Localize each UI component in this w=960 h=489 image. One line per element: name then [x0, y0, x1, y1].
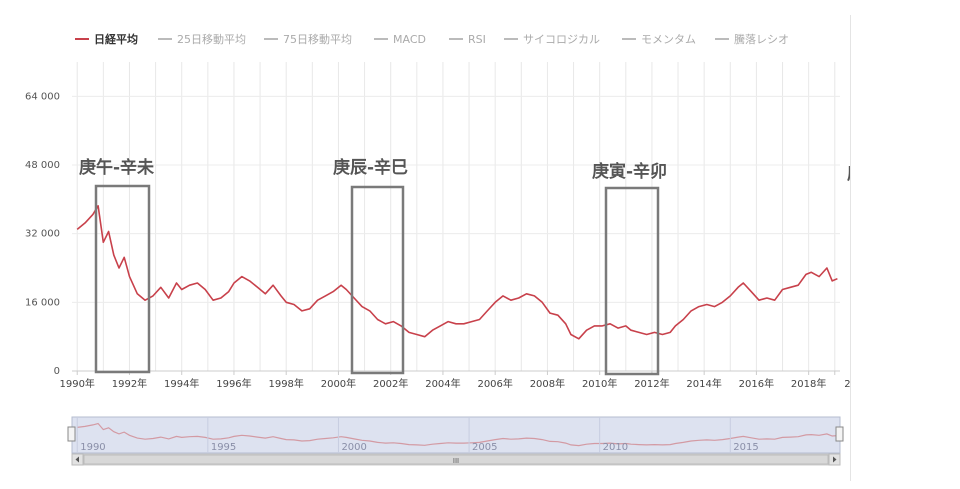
x-tick-label: 1994年 [164, 377, 199, 390]
annotation-box: 庚辰-辛巳 [333, 157, 408, 375]
series-line [76, 205, 838, 340]
y-tick-label: 32 000 [25, 229, 60, 240]
x-tick-label: 1996年 [216, 377, 251, 390]
navigator-tick-label: 1990 [80, 442, 105, 453]
x-axis: 1990年 1992年 1994年 1996年 1998年 2000年 2002年 2004年… [59, 371, 850, 390]
legend-label: MACD [393, 33, 426, 46]
legend-item[interactable]: モメンタム [622, 33, 696, 46]
x-tick-label: 2012年 [634, 377, 669, 390]
annotation-label: 庚午-辛未 [79, 157, 154, 178]
legend-label: サイコロジカル [523, 33, 600, 46]
navigator-right-handle[interactable] [835, 426, 844, 442]
scrollbar-grip: III [453, 457, 459, 465]
navigator-tick-label: 2005 [472, 442, 497, 453]
x-tick-label: 2006年 [477, 377, 512, 390]
navigator-left-handle[interactable] [67, 426, 76, 442]
legend-label: モメンタム [641, 33, 696, 46]
scrollbar-thumb[interactable] [83, 454, 829, 465]
y-tick-label: 48 000 [25, 160, 60, 171]
navigator-tick-label: 2010 [603, 442, 628, 453]
annotation-label: 庚寅-辛卯 [592, 161, 667, 182]
legend-item[interactable]: RSI [449, 33, 486, 46]
navigator-line [77, 422, 838, 447]
legend-label: 25日移動平均 [177, 32, 246, 46]
plot-area [76, 205, 838, 340]
y-tick-label: 16 000 [25, 297, 60, 308]
navigator[interactable]: 1990 1995 2000 2005 2010 2015 III [67, 416, 844, 466]
chart-panel: 日経平均 25日移動平均 75日移動平均 MACD RSI サイコロジカル モメンタム 騰落レ… [14, 15, 851, 481]
legend: 日経平均 25日移動平均 75日移動平均 MACD RSI サイコロジカル モメンタム 騰落レ… [75, 32, 789, 46]
annotation-rect [604, 186, 660, 376]
annotation-box: 庚子-辛丑? [847, 163, 850, 184]
x-tick-label: 2000年 [321, 377, 356, 390]
x-tick-label: 1990年 [59, 377, 94, 390]
annotations: 庚午-辛未 庚辰-辛巳 庚寅-辛卯 庚子-辛丑? [79, 157, 850, 376]
x-tick-label: 2018年 [791, 377, 826, 390]
legend-label: 騰落レシオ [734, 32, 789, 46]
x-tick-label: 1998年 [268, 377, 303, 390]
x-tick-label: 2010年 [582, 377, 617, 390]
annotation-rect [350, 185, 405, 375]
scroll-left-arrow-icon [75, 456, 79, 463]
legend-label: RSI [468, 33, 486, 46]
legend-label: 75日移動平均 [283, 32, 352, 46]
annotation-box: 庚午-辛未 [79, 157, 154, 374]
y-tick-label: 0 [54, 366, 60, 377]
legend-item[interactable]: サイコロジカル [504, 33, 600, 46]
x-tick-label: 1992年 [112, 377, 147, 390]
x-tick-label: 2002年 [373, 377, 408, 390]
scroll-right-arrow-icon [833, 456, 837, 463]
x-tick-label: 2014年 [686, 377, 721, 390]
y-tick-label: 64 000 [25, 91, 60, 102]
x-tick-label: 2016年 [739, 377, 774, 390]
x-tick-label: 2008年 [530, 377, 565, 390]
legend-item[interactable]: MACD [374, 33, 426, 46]
annotation-rect [94, 184, 151, 374]
annotation-label: 庚辰-辛巳 [333, 157, 408, 178]
x-tick-label: 2019年 [844, 377, 850, 390]
annotation-box: 庚寅-辛卯 [592, 161, 667, 376]
legend-item[interactable]: 騰落レシオ [715, 32, 789, 46]
navigator-tick-label: 2000 [341, 442, 366, 453]
y-axis: 0 16 000 32 000 48 000 64 000 [25, 91, 60, 377]
navigator-area [71, 416, 841, 454]
legend-item[interactable]: 25日移動平均 [158, 32, 246, 46]
legend-label: 日経平均 [94, 32, 138, 46]
x-tick-label: 2004年 [425, 377, 460, 390]
legend-item[interactable]: 日経平均 [75, 32, 138, 46]
chart-svg: 日経平均 25日移動平均 75日移動平均 MACD RSI サイコロジカル モメンタム 騰落レ… [25, 32, 850, 466]
legend-item[interactable]: 75日移動平均 [264, 32, 352, 46]
navigator-tick-label: 2015 [733, 442, 758, 453]
navigator-tick-label: 1995 [211, 442, 236, 453]
grid [72, 62, 840, 372]
annotation-label: 庚子-辛丑 [847, 163, 850, 184]
